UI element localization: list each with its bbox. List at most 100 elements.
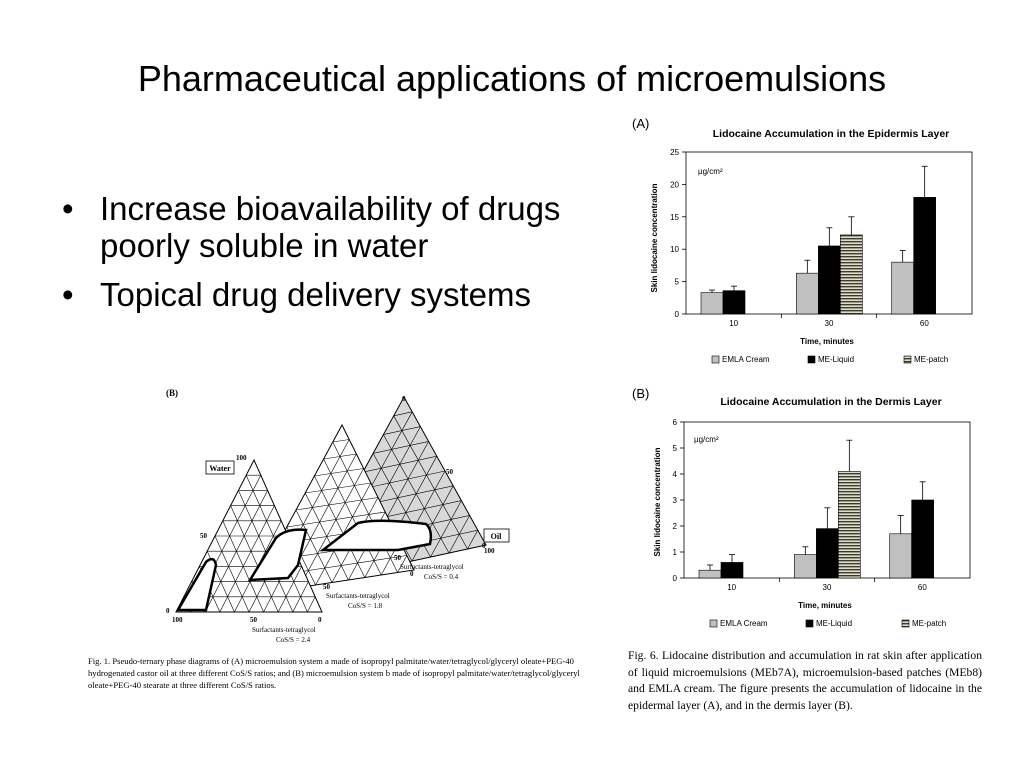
legend-swatch (711, 355, 720, 364)
grid-line (307, 596, 316, 612)
y-tick-label: 0 (673, 574, 678, 583)
legend-entry: EMLA Cream (720, 619, 768, 628)
bar (722, 290, 746, 315)
bullet-list: Increase bioavailability of drugs poorly… (58, 190, 618, 325)
y-tick-label: 4 (673, 470, 678, 479)
bar (889, 533, 912, 579)
plot-area: 0 1 2 3 4 5 6 10 30 60 (673, 418, 971, 592)
ternary-diagram-svg: (B) Water Oil 0 50 100 100 50 0 100 50 0 (166, 388, 510, 644)
ratio-value: CoS/S = 0.4 (424, 573, 459, 581)
y-tick-label: 5 (675, 278, 680, 287)
grid-line (393, 415, 468, 550)
oil-label: Oil (491, 532, 502, 541)
legend-entry: ME-Liquid (816, 619, 852, 628)
chart-panel-label: (B) (632, 386, 649, 401)
y-tick-label: 5 (673, 444, 678, 453)
chart-title: Lidocaine Accumulation in the Dermis Lay… (720, 396, 941, 408)
grid-line (467, 530, 479, 550)
oil-label-box (483, 528, 510, 543)
ratio-name: Surfactants-tetraglycol (252, 626, 316, 634)
grid-line (277, 566, 302, 612)
bar (840, 234, 863, 315)
chart-title: Lidocaine Accumulation in the Epidermis … (713, 128, 950, 140)
bullet-item: Increase bioavailability of drugs poorly… (58, 190, 618, 264)
grid-line (383, 426, 421, 435)
y-tick-label: 3 (673, 496, 678, 505)
bar (911, 499, 934, 579)
ratio-name: Surfactants-tetraglycol (400, 563, 464, 571)
y-tick-label: 1 (673, 548, 678, 557)
dermis-chart-svg: (B) Lidocaine Accumulation in the Dermis… (632, 386, 971, 628)
chart-panel-label: (A) (632, 116, 649, 131)
legend-entry: ME-patch (912, 619, 946, 628)
legend: EMLA Cream ME-Liquid ME-patch (711, 355, 948, 364)
bar (698, 569, 722, 579)
x-tick-label: 60 (920, 319, 929, 328)
figure-6-caption: Fig. 6. Lidocaine distribution and accum… (628, 649, 982, 712)
slide-title: Pharmaceutical applications of microemul… (137, 58, 887, 99)
grid-line (332, 439, 350, 443)
x-tick-label: 30 (825, 319, 834, 328)
legend-swatch (709, 619, 718, 628)
bar (796, 272, 819, 315)
tick-label: 0 (166, 607, 170, 615)
bar (838, 471, 861, 579)
epidermis-chart-svg: (A) Lidocaine Accumulation in the Epider… (632, 116, 973, 364)
tick-label: 50 (250, 616, 258, 624)
y-tick-label: 6 (673, 418, 678, 427)
y-axis-label: Skin lidocaine concentration (650, 183, 659, 292)
ratio-value: CoS/S = 1.8 (348, 602, 383, 610)
ternary-panel-label: (B) (166, 388, 178, 398)
ratio-value: CoS/S = 2.4 (276, 636, 311, 644)
x-tick-label: 10 (727, 583, 736, 592)
x-tick-label: 10 (729, 319, 738, 328)
tick-label: 0 (410, 570, 414, 578)
grid-line (397, 555, 408, 573)
plot-area: 0 5 10 15 20 25 10 30 60 (670, 148, 973, 328)
tick-label: 50 (323, 583, 331, 591)
ratio-name: Surfactants-tetraglycol (326, 592, 390, 600)
grid-line (230, 505, 279, 612)
grid-line (219, 505, 275, 612)
grid-line (314, 468, 364, 477)
grid-line (214, 535, 250, 612)
bar (913, 197, 936, 315)
x-tick-label: 60 (918, 583, 927, 592)
water-label: Water (209, 464, 231, 473)
region-cos-s-2-4 (175, 557, 218, 612)
grid-line (430, 500, 462, 558)
bar (720, 562, 744, 579)
bullet-item: Topical drug delivery systems (58, 276, 618, 313)
water-label-box (205, 460, 235, 475)
epidermis-chart: (A) Lidocaine Accumulation in the Epider… (620, 112, 1000, 374)
grid-line (393, 411, 413, 417)
grid-line (362, 455, 437, 473)
bar (891, 261, 914, 315)
bar (794, 554, 817, 579)
region-cos-s-0-4 (319, 519, 433, 552)
dermis-chart: (B) Lidocaine Accumulation in the Dermis… (620, 380, 1000, 642)
grid-line (295, 509, 333, 583)
legend-entry: ME-patch (914, 355, 948, 364)
tick-label: 50 (394, 554, 402, 562)
tick-label: 100 (172, 616, 183, 624)
y-tick-label: 2 (673, 522, 678, 531)
x-axis-label: Time, minutes (800, 337, 854, 346)
y-tick-label: 10 (670, 245, 679, 254)
tick-label: 50 (446, 468, 454, 476)
legend-entry: EMLA Cream (722, 355, 770, 364)
tick-label: 100 (236, 454, 247, 462)
grid-line (295, 497, 379, 511)
grid-line (373, 441, 429, 454)
y-tick-label: 0 (675, 310, 680, 319)
tick-label: 0 (482, 542, 486, 550)
legend-swatch (805, 619, 814, 628)
grid-line (411, 485, 454, 562)
y-axis-label: Skin lidocaine concentration (653, 447, 662, 556)
bar (818, 245, 841, 315)
grid-line (298, 468, 364, 588)
legend-swatch (903, 355, 912, 364)
unit-label: µg/cm² (698, 167, 723, 176)
y-tick-label: 25 (670, 148, 679, 157)
grid-line (314, 475, 366, 578)
